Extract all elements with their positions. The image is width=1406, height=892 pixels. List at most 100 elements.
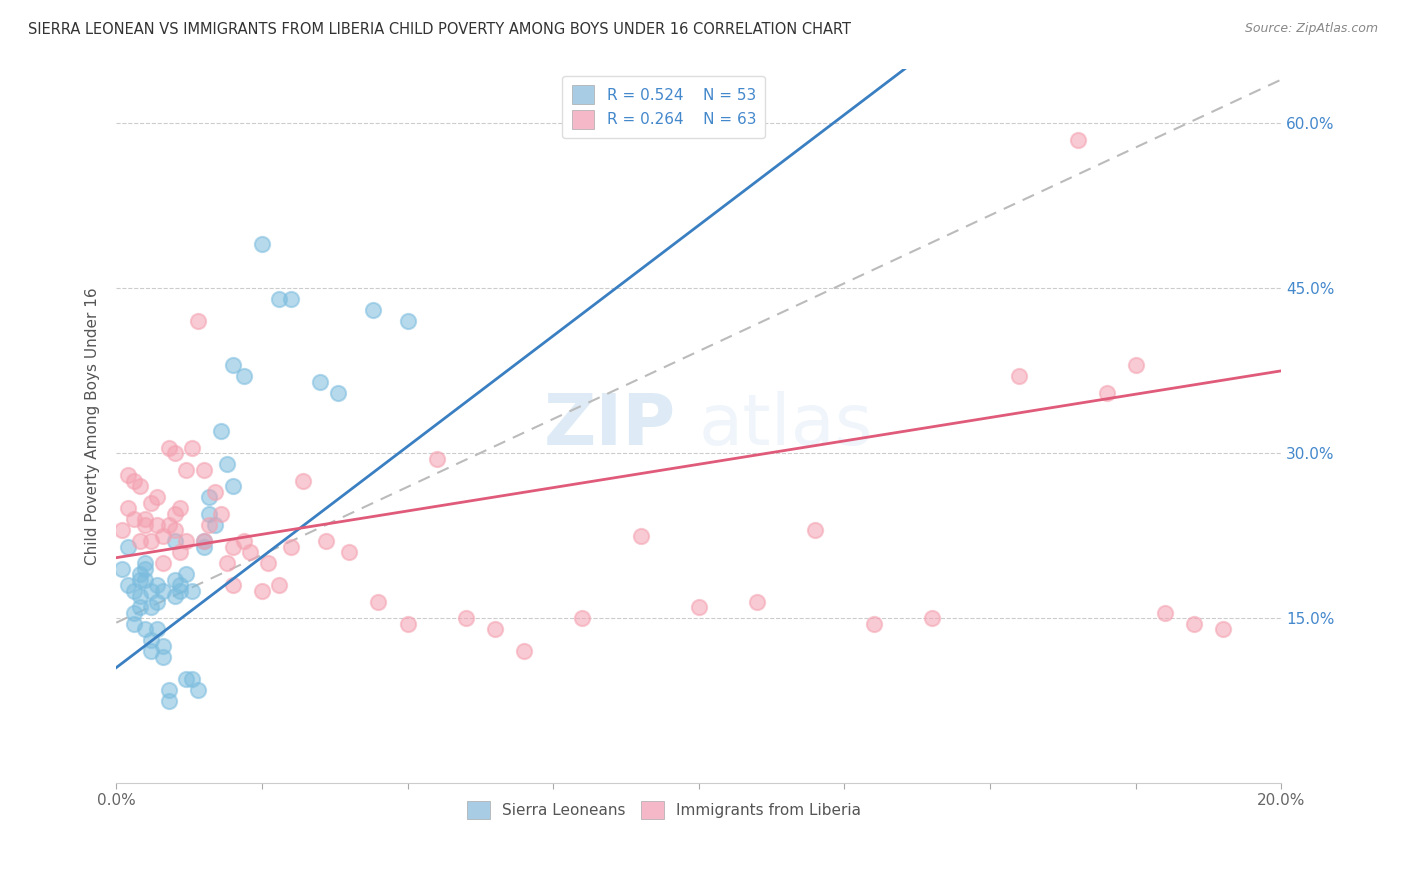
- Point: [111, 562, 134, 576]
- Point: [163, 534, 186, 549]
- Point: [396, 314, 419, 328]
- Point: [122, 583, 145, 598]
- Point: [1125, 359, 1147, 373]
- Point: [367, 595, 389, 609]
- Point: [163, 573, 186, 587]
- Point: [484, 622, 506, 636]
- Point: [152, 556, 174, 570]
- Point: [174, 463, 197, 477]
- Point: [157, 682, 180, 697]
- Point: [141, 600, 163, 615]
- Point: [250, 237, 273, 252]
- Point: [193, 534, 215, 549]
- Point: [163, 589, 186, 603]
- Point: [152, 639, 174, 653]
- Point: [204, 517, 226, 532]
- Point: [269, 293, 291, 307]
- Point: [122, 616, 145, 631]
- Point: [426, 451, 449, 466]
- Point: [1154, 606, 1177, 620]
- Point: [222, 578, 245, 592]
- Point: [152, 583, 174, 598]
- Point: [337, 545, 360, 559]
- Point: [163, 523, 186, 537]
- Point: [193, 534, 215, 549]
- Point: [169, 545, 191, 559]
- Point: [141, 583, 163, 598]
- Point: [215, 556, 238, 570]
- Point: [134, 512, 156, 526]
- Point: [187, 682, 209, 697]
- Point: [122, 474, 145, 488]
- Point: [209, 424, 232, 438]
- Point: [181, 583, 204, 598]
- Point: [256, 556, 278, 570]
- Point: [111, 523, 134, 537]
- Point: [193, 463, 215, 477]
- Point: [688, 600, 710, 615]
- Point: [222, 540, 245, 554]
- Point: [157, 693, 180, 707]
- Point: [204, 484, 226, 499]
- Point: [198, 490, 221, 504]
- Point: [163, 507, 186, 521]
- Point: [117, 501, 139, 516]
- Point: [181, 672, 204, 686]
- Point: [122, 606, 145, 620]
- Point: [141, 496, 163, 510]
- Point: [571, 611, 593, 625]
- Point: [174, 672, 197, 686]
- Text: ZIP: ZIP: [543, 392, 675, 460]
- Point: [128, 600, 150, 615]
- Point: [396, 616, 419, 631]
- Point: [745, 595, 768, 609]
- Point: [209, 507, 232, 521]
- Point: [291, 474, 314, 488]
- Point: [128, 567, 150, 582]
- Point: [361, 303, 384, 318]
- Point: [222, 359, 245, 373]
- Point: [1066, 133, 1088, 147]
- Point: [152, 529, 174, 543]
- Point: [157, 517, 180, 532]
- Point: [513, 644, 536, 658]
- Point: [187, 314, 209, 328]
- Point: [233, 369, 256, 384]
- Point: [1008, 369, 1031, 384]
- Point: [152, 649, 174, 664]
- Point: [169, 578, 191, 592]
- Point: [1182, 616, 1205, 631]
- Point: [309, 375, 332, 389]
- Point: [198, 507, 221, 521]
- Point: [141, 633, 163, 648]
- Point: [157, 441, 180, 455]
- Text: Source: ZipAtlas.com: Source: ZipAtlas.com: [1244, 22, 1378, 36]
- Point: [128, 589, 150, 603]
- Point: [128, 479, 150, 493]
- Point: [146, 490, 169, 504]
- Point: [169, 583, 191, 598]
- Point: [326, 385, 349, 400]
- Point: [163, 446, 186, 460]
- Point: [146, 595, 169, 609]
- Point: [134, 556, 156, 570]
- Point: [174, 567, 197, 582]
- Point: [454, 611, 477, 625]
- Point: [134, 517, 156, 532]
- Point: [250, 583, 273, 598]
- Point: [174, 534, 197, 549]
- Point: [193, 540, 215, 554]
- Point: [146, 622, 169, 636]
- Point: [134, 622, 156, 636]
- Point: [134, 573, 156, 587]
- Point: [169, 501, 191, 516]
- Text: SIERRA LEONEAN VS IMMIGRANTS FROM LIBERIA CHILD POVERTY AMONG BOYS UNDER 16 CORR: SIERRA LEONEAN VS IMMIGRANTS FROM LIBERI…: [28, 22, 851, 37]
- Point: [1212, 622, 1234, 636]
- Point: [239, 545, 262, 559]
- Point: [134, 562, 156, 576]
- Point: [128, 534, 150, 549]
- Point: [117, 578, 139, 592]
- Point: [315, 534, 337, 549]
- Point: [1095, 385, 1118, 400]
- Point: [630, 529, 652, 543]
